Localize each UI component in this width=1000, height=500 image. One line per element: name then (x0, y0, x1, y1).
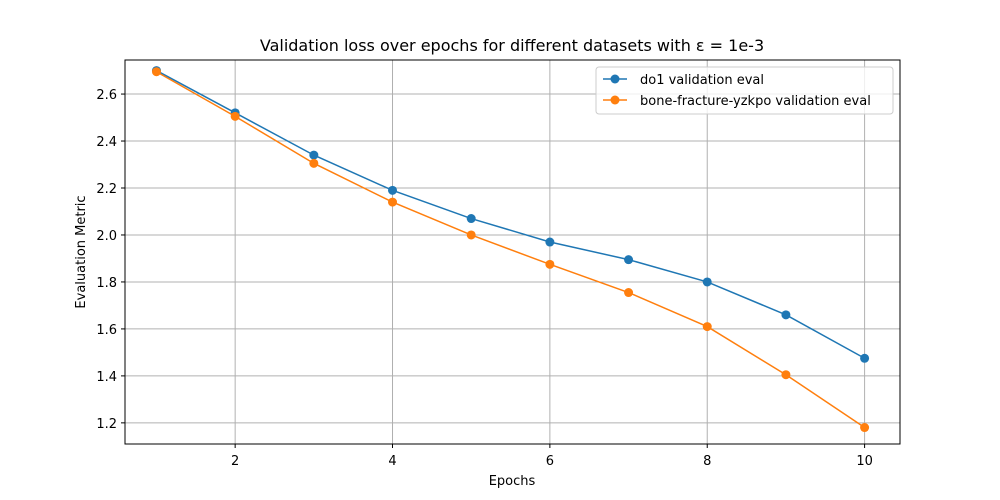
data-point (230, 111, 240, 121)
y-tick-label: 2.4 (96, 135, 117, 150)
data-point (624, 255, 634, 265)
x-tick-label: 8 (703, 454, 711, 469)
chart-title: Validation loss over epochs for differen… (260, 36, 764, 55)
data-point (624, 288, 634, 298)
data-point (860, 353, 870, 363)
legend-marker-bone-fracture (610, 95, 620, 105)
data-point (388, 185, 398, 195)
data-point (545, 237, 555, 247)
y-tick-label: 2.2 (96, 182, 117, 197)
series-0 (151, 66, 870, 363)
grid (125, 60, 900, 444)
ticks: 2 4 6 8 10 1.2 1.4 1.6 1.8 2.0 2.2 2.4 2.6 (96, 88, 873, 469)
x-tick-label: 6 (546, 454, 554, 469)
y-tick-label: 1.4 (96, 370, 117, 385)
legend-label-bone-fracture: bone-fracture-yzkpo validation eval (640, 94, 871, 109)
data-point (309, 150, 319, 160)
data-point (860, 423, 870, 433)
legend-label-do1: do1 validation eval (640, 73, 764, 88)
x-tick-label: 4 (388, 454, 396, 469)
y-tick-label: 1.2 (96, 417, 117, 432)
y-tick-label: 2.0 (96, 229, 117, 244)
legend-marker-do1 (610, 74, 620, 84)
y-axis-label: Evaluation Metric (74, 195, 89, 308)
data-point (781, 370, 791, 380)
data-point (545, 259, 555, 269)
data-point (702, 322, 712, 332)
data-point (466, 214, 476, 224)
series-1 (151, 67, 870, 433)
series-line (156, 71, 866, 429)
data-point (702, 277, 712, 287)
x-tick-label: 10 (856, 454, 873, 469)
x-axis-label: Epochs (489, 474, 536, 489)
plot-area-frame (124, 59, 901, 445)
data-point (466, 230, 476, 240)
y-tick-label: 2.6 (96, 88, 117, 103)
legend: do1 validation eval bone-fracture-yzkpo … (595, 66, 894, 115)
series-line (156, 69, 865, 359)
data-point (151, 67, 161, 77)
data-point (309, 158, 319, 168)
legend-box (595, 66, 894, 115)
x-tick-label: 2 (231, 454, 239, 469)
y-tick-label: 1.8 (96, 276, 117, 291)
y-tick-label: 1.6 (96, 323, 117, 338)
data-point (781, 310, 791, 320)
series-group (151, 66, 870, 433)
data-point (388, 197, 398, 207)
